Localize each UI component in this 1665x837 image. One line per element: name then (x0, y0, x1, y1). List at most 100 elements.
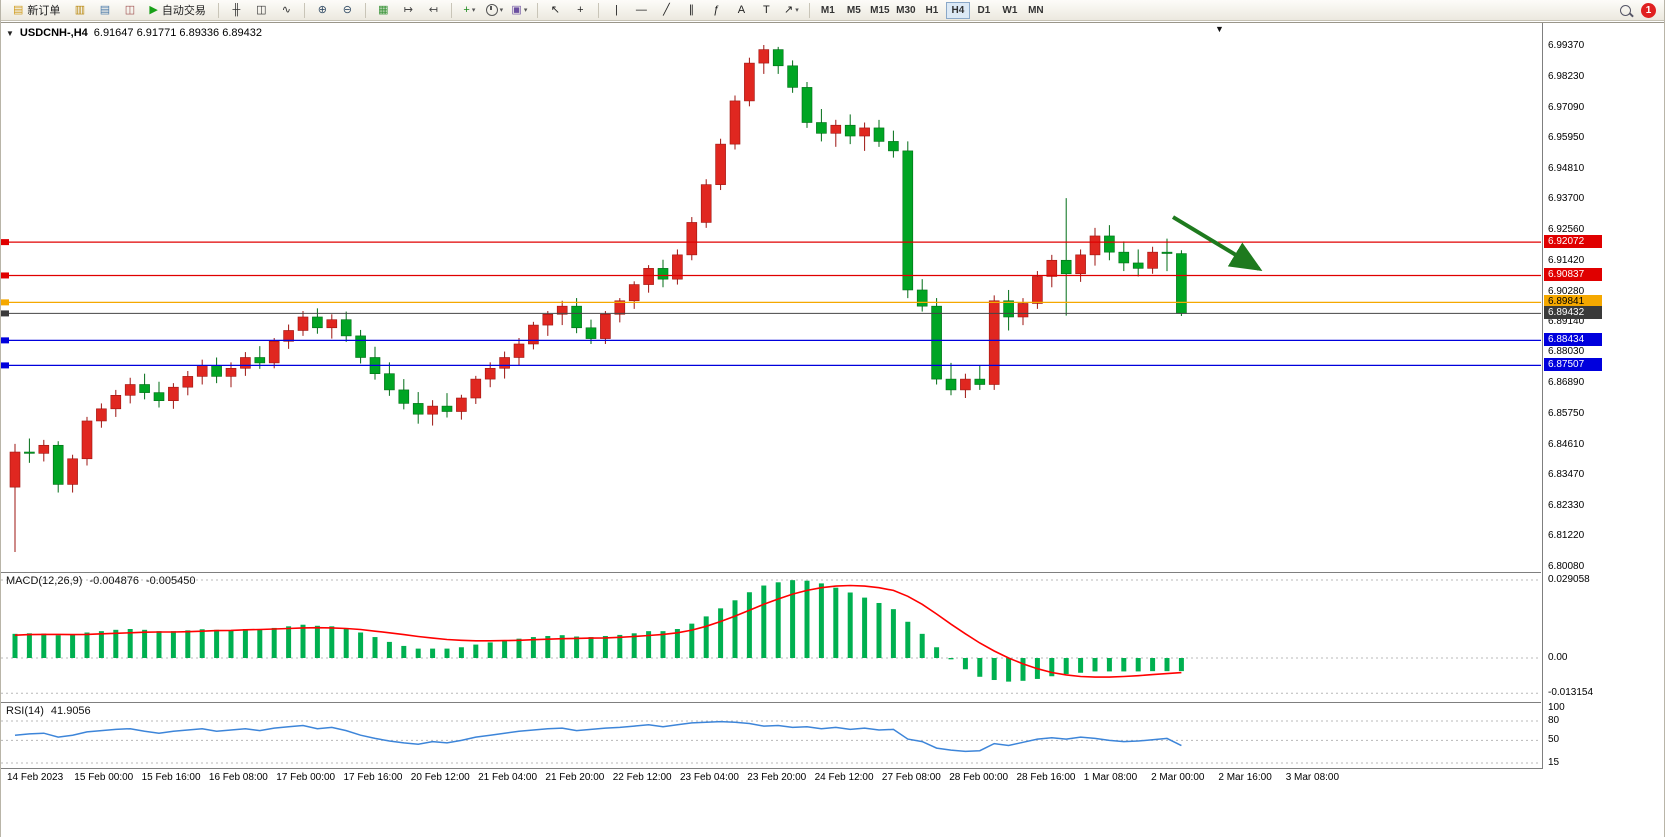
text-icon-glyph: A (737, 3, 746, 16)
rsi-axis-label: 15 (1548, 757, 1560, 768)
time-axis[interactable]: 14 Feb 2023 15 Feb 00:00 15 Feb 16:00 16 Fe… (1, 768, 1664, 786)
shapes-icon[interactable]: ↗ ▾ (779, 1, 804, 20)
terminal-icon[interactable]: ◫ (117, 1, 142, 20)
candle (657, 268, 669, 280)
tf-m1[interactable]: M1 (820, 4, 835, 16)
current-price-line-price-badge[interactable]: 6.89432 (1544, 306, 1602, 320)
candle (643, 268, 654, 285)
time-axis-label: 3 Mar 08:00 (1285, 772, 1340, 783)
candle (326, 319, 338, 329)
bottom-filler (1, 784, 1664, 837)
pivot-line-price-badge[interactable]: 6.89841 (1544, 295, 1602, 309)
toolbar: ▤ 新订单 ▥ ▤ ◫ ▶ 自动交易 ╫ ◫ ∿ ⊕ ⊖ ▦ ↦ ↤ + ▾ ▾ ▣ ▾ ↖ + | — ╱ ∥ ƒ A T ↗ ▾ M1 M5… (1, 0, 1664, 21)
candle (513, 343, 525, 358)
tf-d1[interactable]: D1 (977, 4, 991, 16)
zoom-out-icon[interactable]: ⊖ (335, 1, 360, 20)
tf-m30[interactable]: M30 (896, 4, 916, 16)
candle (470, 378, 482, 399)
rsi-value: 41.9056 (50, 705, 91, 717)
auto-trading-button[interactable]: ▶ 自动交易 (142, 1, 212, 20)
price-axis-label: 6.90280 (1548, 285, 1585, 297)
resistance-line-price-badge[interactable]: 6.90837 (1544, 268, 1602, 282)
crosshair-icon[interactable]: + (568, 1, 593, 20)
macd-panel: MACD(12,26,9) -0.004876 -0.005450 (1, 572, 1541, 702)
tile-windows-icon-glyph: ▦ (378, 3, 389, 16)
support-line-price-badge[interactable]: 6.87507 (1544, 358, 1602, 372)
dropdown-caret-icon: ▾ (523, 6, 528, 14)
tf-mn[interactable]: MN (1028, 4, 1044, 16)
trendline-icon[interactable]: ╱ (654, 1, 679, 20)
candle (81, 420, 93, 460)
price-axis[interactable]: 6.99370 6.98230 6.97090 6.95950 6.94810 6.937… (1542, 23, 1664, 769)
price-axis-label: 6.88030 (1548, 346, 1585, 358)
fibonacci-icon[interactable]: ƒ (704, 1, 729, 20)
search-icon[interactable] (1620, 4, 1631, 16)
candle (729, 100, 741, 145)
support-line-price-badge[interactable]: 6.88434 (1544, 333, 1602, 347)
candle (528, 324, 539, 345)
new-order-button[interactable]: ▤ 新订单 (6, 1, 67, 20)
auto-trading-button-label: 自动交易 (161, 5, 206, 17)
candle (916, 289, 928, 307)
line-chart-mode-icon[interactable]: ∿ (274, 1, 299, 20)
vertical-line-icon-glyph: | (614, 3, 618, 16)
auto-scroll-icon[interactable]: ↦ (396, 1, 421, 20)
bar-chart-mode-icon[interactable]: ╫ (224, 1, 249, 20)
zoom-in-icon[interactable]: ⊕ (310, 1, 335, 20)
candle (844, 124, 856, 137)
templates-icon[interactable]: ▣ ▾ (507, 1, 532, 20)
candlestick-mode-icon[interactable]: ◫ (249, 1, 274, 20)
price-axis-label: 6.92560 (1548, 223, 1585, 235)
resistance-line-price-badge[interactable]: 6.92072 (1544, 235, 1602, 249)
tf-h1[interactable]: H1 (925, 4, 939, 16)
candle (873, 127, 885, 142)
one-click-trading-toggle[interactable]: ▼ (6, 28, 14, 38)
candle (816, 122, 827, 134)
candle (1176, 253, 1187, 314)
candle (96, 408, 107, 422)
chart-shift-marker[interactable]: ▼ (1215, 24, 1224, 34)
rsi-chart (1, 720, 1541, 764)
indicators-icon[interactable]: + ▾ (457, 1, 482, 20)
dropdown-caret-icon: ▾ (795, 6, 799, 14)
price-axis-label: 6.97090 (1548, 101, 1585, 113)
candle (196, 365, 208, 377)
price-chart-panel[interactable]: ▼ USDCNH-,H4 6.91647 6.91771 6.89336 6.8… (1, 23, 1541, 571)
profiles-icon[interactable]: ▤ (92, 1, 117, 20)
candle (1104, 235, 1115, 253)
candle (9, 451, 21, 488)
vertical-line-icon[interactable]: | (604, 1, 629, 20)
time-axis-label: 2 Mar 00:00 (1151, 772, 1205, 783)
trend-arrow-annotation[interactable] (1171, 215, 1263, 271)
toolbar-separator (597, 2, 599, 18)
chart-shift-icon[interactable]: ↤ (421, 1, 446, 20)
new-chart-icon[interactable]: ▥ (67, 1, 92, 20)
text-icon[interactable]: A (729, 1, 754, 20)
candle (1161, 251, 1173, 254)
price-axis-label: 6.86890 (1548, 377, 1585, 389)
periods-icon[interactable]: ▾ (482, 1, 507, 20)
candle (1046, 259, 1058, 277)
horizontal-line-icon[interactable]: — (629, 1, 654, 20)
candle (974, 378, 986, 385)
channel-icon[interactable]: ∥ (679, 1, 704, 20)
candle (700, 184, 712, 223)
time-axis-label: 1 Mar 08:00 (1083, 772, 1138, 783)
chart-area: ▼ USDCNH-,H4 6.91647 6.91771 6.89336 6.8… (1, 22, 1664, 786)
indicators-icon-glyph: + (463, 3, 470, 16)
notification-badge[interactable]: 1 (1641, 2, 1656, 18)
candle (628, 284, 640, 302)
label-icon[interactable]: T (754, 1, 779, 20)
candlestick-chart[interactable] (1, 23, 1541, 571)
candle (1032, 276, 1043, 304)
time-axis-label: 14 Feb 2023 (7, 772, 64, 783)
tf-w1[interactable]: W1 (1002, 4, 1018, 16)
tf-m15[interactable]: M15 (870, 4, 890, 16)
auto-scroll-icon-glyph: ↦ (403, 3, 413, 16)
tf-h4[interactable]: H4 (945, 1, 970, 19)
tile-windows-icon[interactable]: ▦ (371, 1, 396, 20)
dropdown-caret-icon: ▾ (471, 6, 476, 14)
tf-m5[interactable]: M5 (846, 4, 861, 16)
cursor-icon[interactable]: ↖ (543, 1, 568, 20)
price-axis-label: 6.99370 (1548, 40, 1585, 51)
